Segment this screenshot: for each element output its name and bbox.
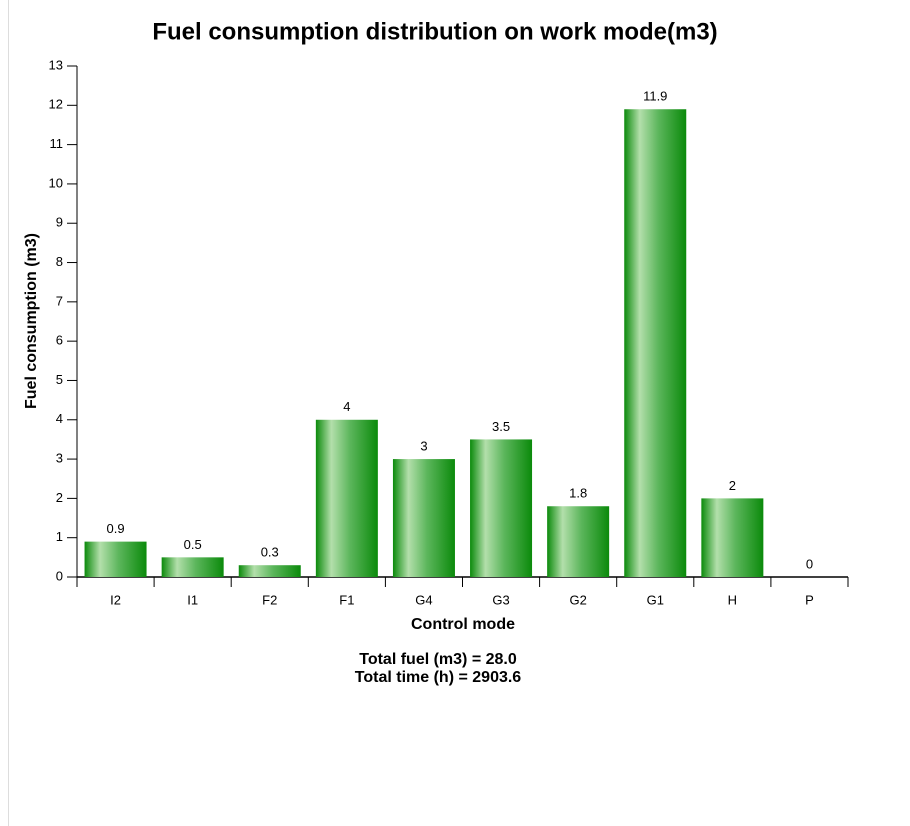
value-label: 3 <box>420 439 427 454</box>
y-tick-label: 0 <box>56 568 63 583</box>
y-tick-label: 13 <box>49 57 63 72</box>
annotation: Total fuel (m3) = 28.0 <box>359 651 517 668</box>
value-label: 11.9 <box>643 89 667 104</box>
value-label: 3.5 <box>492 419 510 434</box>
annotation: Total time (h) = 2903.6 <box>355 669 522 686</box>
value-label: 0.3 <box>261 545 279 560</box>
value-label: 0.5 <box>184 537 202 552</box>
bar <box>84 541 147 577</box>
x-tick-label: G4 <box>415 592 432 607</box>
bar <box>238 565 301 577</box>
y-tick-label: 5 <box>56 372 63 387</box>
value-label: 2 <box>729 478 736 493</box>
bar <box>624 109 687 577</box>
y-tick-label: 4 <box>56 411 63 426</box>
bar <box>315 419 378 577</box>
bar <box>701 498 764 577</box>
value-label: 1.8 <box>569 486 587 501</box>
x-tick-label: I1 <box>187 592 198 607</box>
bar <box>547 506 610 577</box>
x-tick-label: H <box>728 592 737 607</box>
x-tick-label: G1 <box>647 592 664 607</box>
y-tick-label: 8 <box>56 254 63 269</box>
value-label: 0 <box>806 556 813 571</box>
y-tick-label: 6 <box>56 333 63 348</box>
y-tick-label: 2 <box>56 490 63 505</box>
x-axis-title: Control mode <box>411 616 515 633</box>
y-tick-label: 9 <box>56 215 63 230</box>
x-tick-label: F1 <box>339 592 354 607</box>
y-tick-label: 1 <box>56 529 63 544</box>
y-axis-title: Fuel consumption (m3) <box>23 233 40 409</box>
value-label: 4 <box>343 399 350 414</box>
bar <box>470 439 533 577</box>
chart-title: Fuel consumption distribution on work mo… <box>152 18 717 45</box>
y-tick-label: 11 <box>50 136 64 151</box>
x-tick-label: G2 <box>569 592 586 607</box>
x-tick-label: G3 <box>492 592 509 607</box>
x-tick-label: I2 <box>110 592 121 607</box>
y-tick-label: 7 <box>56 293 63 308</box>
bar <box>161 557 224 577</box>
y-tick-label: 10 <box>49 175 63 190</box>
x-tick-label: P <box>805 592 814 607</box>
x-tick-label: F2 <box>262 592 277 607</box>
bar <box>392 459 455 577</box>
y-tick-label: 3 <box>56 451 63 466</box>
value-label: 0.9 <box>107 521 125 536</box>
y-tick-label: 12 <box>49 97 63 112</box>
